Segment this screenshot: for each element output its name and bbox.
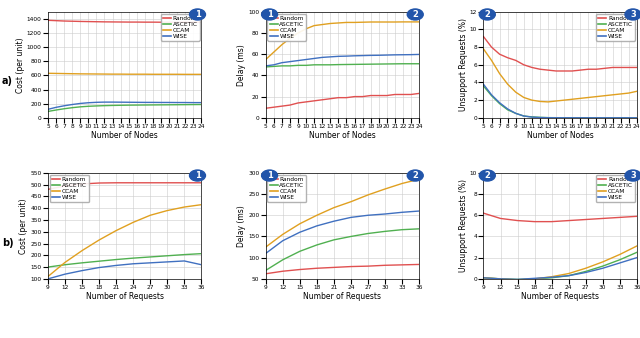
- Circle shape: [479, 170, 495, 181]
- X-axis label: Number of Nodes: Number of Nodes: [92, 131, 158, 140]
- X-axis label: Number of Requests: Number of Requests: [86, 292, 164, 301]
- Text: b): b): [2, 238, 13, 248]
- Text: 3: 3: [630, 171, 636, 180]
- Circle shape: [189, 9, 205, 20]
- Text: 2: 2: [484, 171, 490, 180]
- X-axis label: Number of Requests: Number of Requests: [521, 292, 599, 301]
- Legend: Random, ASCETIC, CCAM, WISE: Random, ASCETIC, CCAM, WISE: [596, 14, 635, 41]
- X-axis label: Number of Requests: Number of Requests: [303, 292, 381, 301]
- Text: 2: 2: [412, 10, 418, 19]
- X-axis label: Number of Nodes: Number of Nodes: [527, 131, 593, 140]
- Circle shape: [407, 170, 423, 181]
- Circle shape: [407, 9, 423, 20]
- Y-axis label: Cost (per unit): Cost (per unit): [19, 198, 28, 254]
- Y-axis label: Cost (per unit): Cost (per unit): [16, 37, 25, 93]
- Circle shape: [625, 170, 640, 181]
- Legend: Random, ASCETIC, CCAM, WISE: Random, ASCETIC, CCAM, WISE: [161, 14, 200, 41]
- Text: 1: 1: [195, 10, 200, 19]
- Legend: Random, ASCETIC, CCAM, WISE: Random, ASCETIC, CCAM, WISE: [268, 175, 307, 202]
- Circle shape: [262, 9, 278, 20]
- Circle shape: [262, 170, 278, 181]
- Legend: Random, ASCETIC, CCAM, WISE: Random, ASCETIC, CCAM, WISE: [50, 175, 89, 202]
- Y-axis label: Delay (ms): Delay (ms): [237, 205, 246, 247]
- Y-axis label: Unsupport Requests (%): Unsupport Requests (%): [459, 179, 468, 272]
- Circle shape: [189, 170, 205, 181]
- Legend: Random, ASCETIC, CCAM, WISE: Random, ASCETIC, CCAM, WISE: [268, 14, 307, 41]
- Circle shape: [479, 9, 495, 20]
- X-axis label: Number of Nodes: Number of Nodes: [309, 131, 376, 140]
- Circle shape: [625, 9, 640, 20]
- Text: 2: 2: [484, 10, 490, 19]
- Text: a): a): [2, 76, 13, 86]
- Y-axis label: Delay (ms): Delay (ms): [237, 44, 246, 86]
- Text: 1: 1: [195, 171, 200, 180]
- Legend: Random, ASCETIC, CCAM, WISE: Random, ASCETIC, CCAM, WISE: [596, 175, 635, 202]
- Y-axis label: Unsupport Requests (%): Unsupport Requests (%): [459, 18, 468, 111]
- Text: 1: 1: [267, 10, 273, 19]
- Text: 2: 2: [412, 171, 418, 180]
- Text: 1: 1: [267, 171, 273, 180]
- Text: 3: 3: [630, 10, 636, 19]
